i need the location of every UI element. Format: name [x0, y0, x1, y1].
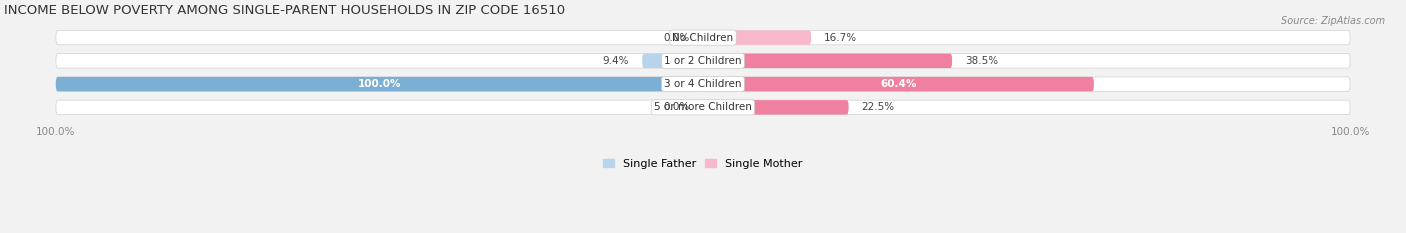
- FancyBboxPatch shape: [703, 54, 952, 68]
- FancyBboxPatch shape: [703, 100, 849, 115]
- Text: 0.0%: 0.0%: [664, 102, 690, 112]
- FancyBboxPatch shape: [703, 77, 1094, 91]
- Text: 3 or 4 Children: 3 or 4 Children: [664, 79, 742, 89]
- Text: 5 or more Children: 5 or more Children: [654, 102, 752, 112]
- FancyBboxPatch shape: [56, 100, 1350, 115]
- Text: 0.0%: 0.0%: [664, 33, 690, 43]
- FancyBboxPatch shape: [56, 77, 1350, 91]
- FancyBboxPatch shape: [56, 54, 1350, 68]
- Text: 16.7%: 16.7%: [824, 33, 858, 43]
- Text: Source: ZipAtlas.com: Source: ZipAtlas.com: [1281, 16, 1385, 26]
- Text: 1 or 2 Children: 1 or 2 Children: [664, 56, 742, 66]
- Legend: Single Father, Single Mother: Single Father, Single Mother: [603, 159, 803, 169]
- Text: 38.5%: 38.5%: [965, 56, 998, 66]
- Text: No Children: No Children: [672, 33, 734, 43]
- FancyBboxPatch shape: [703, 30, 811, 45]
- Text: 60.4%: 60.4%: [880, 79, 917, 89]
- Text: 22.5%: 22.5%: [862, 102, 894, 112]
- FancyBboxPatch shape: [56, 30, 1350, 45]
- Text: 100.0%: 100.0%: [357, 79, 401, 89]
- FancyBboxPatch shape: [643, 54, 703, 68]
- FancyBboxPatch shape: [56, 77, 703, 91]
- Text: INCOME BELOW POVERTY AMONG SINGLE-PARENT HOUSEHOLDS IN ZIP CODE 16510: INCOME BELOW POVERTY AMONG SINGLE-PARENT…: [4, 4, 565, 17]
- Text: 9.4%: 9.4%: [603, 56, 630, 66]
